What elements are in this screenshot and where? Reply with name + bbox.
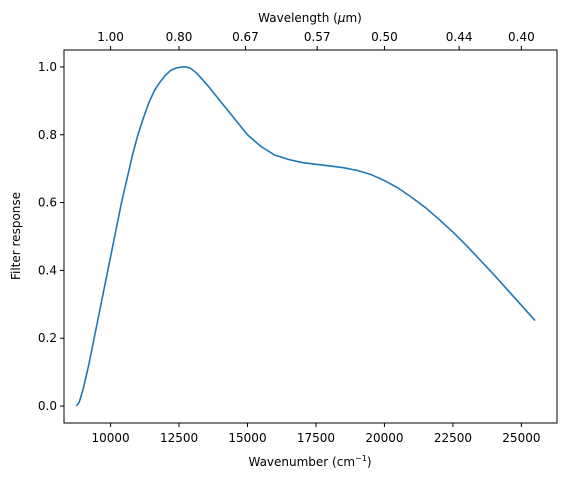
x-axis-ticks: 10000 12500 15000 17500 20000 22500 25000 bbox=[91, 423, 540, 445]
top-tick-label: 0.50 bbox=[371, 30, 398, 44]
y-tick-label: 1.0 bbox=[38, 60, 57, 74]
y-tick-label: 0.8 bbox=[38, 128, 57, 142]
x-tick-label: 10000 bbox=[91, 431, 129, 445]
top-axis-title: Wavelength (μm) bbox=[258, 11, 362, 25]
top-tick-label: 0.40 bbox=[508, 30, 535, 44]
top-tick-label: 1.00 bbox=[97, 30, 124, 44]
top-tick-label: 0.80 bbox=[166, 30, 193, 44]
x-tick-label: 25000 bbox=[502, 431, 540, 445]
y-tick-label: 0.6 bbox=[38, 196, 57, 210]
x-axis-title: Wavenumber (cm−1) bbox=[248, 454, 371, 469]
y-axis-title: Filter response bbox=[9, 192, 23, 280]
y-axis-ticks: 0.0 0.2 0.4 0.6 0.8 1.0 bbox=[38, 60, 64, 413]
top-tick-label: 0.44 bbox=[446, 30, 473, 44]
x-tick-label: 12500 bbox=[160, 431, 198, 445]
top-tick-label: 0.57 bbox=[304, 30, 331, 44]
y-tick-label: 0.4 bbox=[38, 263, 57, 277]
x-tick-label: 17500 bbox=[297, 431, 335, 445]
y-tick-label: 0.2 bbox=[38, 331, 57, 345]
x-tick-label: 15000 bbox=[228, 431, 266, 445]
top-tick-label: 0.67 bbox=[232, 30, 259, 44]
top-axis-ticks: 1.00 0.80 0.67 0.57 0.50 0.44 0.40 bbox=[97, 30, 535, 50]
filter-response-line bbox=[75, 66, 536, 407]
x-tick-label: 22500 bbox=[434, 431, 472, 445]
x-tick-label: 20000 bbox=[365, 431, 403, 445]
plot-frame bbox=[63, 49, 558, 424]
y-tick-label: 0.0 bbox=[38, 399, 57, 413]
